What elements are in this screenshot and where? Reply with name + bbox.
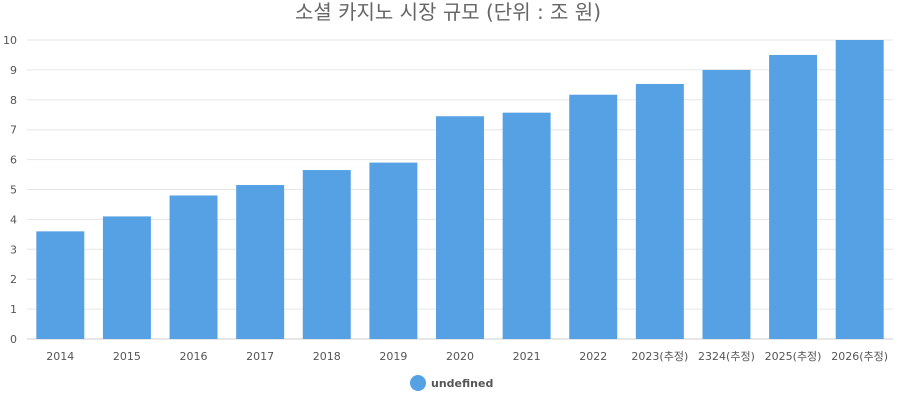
- y-tick-label: 10: [3, 34, 17, 47]
- x-tick-label: 2324(추정): [698, 350, 755, 363]
- y-tick-label: 2: [10, 273, 17, 286]
- x-tick-label: 2016: [180, 350, 208, 363]
- x-tick-label: 2021: [513, 350, 541, 363]
- legend-swatch[interactable]: [410, 375, 426, 391]
- y-tick-label: 3: [10, 243, 17, 256]
- y-tick-label: 1: [10, 303, 17, 316]
- x-tick-label: 2020: [446, 350, 474, 363]
- y-tick-label: 0: [10, 333, 17, 346]
- legend-label[interactable]: undefined: [431, 377, 493, 390]
- bar[interactable]: [502, 112, 551, 339]
- x-axis: 2014 2015 2016 2017 2018 2019 2020 2021 2022 2023…: [46, 350, 888, 363]
- x-tick-label: 2019: [379, 350, 407, 363]
- x-tick-label: 2025(추정): [765, 350, 822, 363]
- bar[interactable]: [302, 170, 351, 339]
- bar[interactable]: [102, 216, 151, 339]
- x-tick-label: 2015: [113, 350, 141, 363]
- x-tick-label: 2023(추정): [631, 350, 688, 363]
- bar[interactable]: [702, 69, 751, 340]
- bar[interactable]: [36, 231, 85, 339]
- bar[interactable]: [236, 185, 285, 339]
- y-axis: 0 1 2 3 4 5 6 7 8 9 10: [3, 34, 17, 346]
- bar[interactable]: [569, 94, 618, 339]
- legend[interactable]: undefined: [410, 375, 493, 391]
- bar[interactable]: [436, 116, 484, 340]
- bar[interactable]: [635, 83, 684, 339]
- x-tick-label: 2017: [246, 350, 274, 363]
- x-tick-label: 2014: [46, 350, 74, 363]
- bar[interactable]: [769, 54, 818, 339]
- x-tick-label: 2022: [579, 350, 607, 363]
- bar[interactable]: [169, 195, 218, 339]
- chart-title: 소셜 카지노 시장 규모 (단위 : 조 원): [295, 0, 601, 24]
- y-tick-label: 4: [10, 213, 17, 226]
- y-tick-label: 6: [10, 154, 17, 167]
- y-tick-label: 7: [10, 124, 17, 137]
- x-tick-label: 2026(추정): [831, 350, 888, 363]
- bar[interactable]: [835, 40, 884, 339]
- y-tick-label: 9: [10, 64, 17, 77]
- bar[interactable]: [369, 162, 418, 339]
- bars: [36, 40, 884, 340]
- y-tick-label: 8: [10, 94, 17, 107]
- x-tick-label: 2018: [313, 350, 341, 363]
- y-tick-label: 5: [10, 184, 17, 197]
